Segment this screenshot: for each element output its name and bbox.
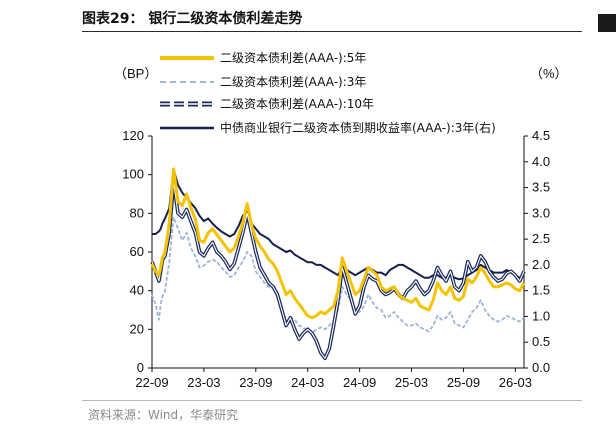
left-axis-ticks: 0 20 40 60 80 100 120: [122, 128, 152, 375]
figure-title: 图表29： 银行二级资本债利差走势: [82, 11, 303, 27]
right-tick-label: 2.5: [532, 231, 550, 246]
x-tick-label: 25-09: [447, 375, 480, 390]
x-tick-label: 24-09: [343, 375, 376, 390]
right-tick-label: 1.0: [532, 308, 550, 323]
left-tick-label: 60: [130, 244, 144, 259]
chart: 二级资本债利差(AAA-):5年 二级资本债利差(AAA-):3年 二级资本债利…: [114, 51, 568, 390]
right-tick-label: 4.0: [532, 154, 550, 169]
page-corner-mark: [598, 14, 616, 32]
legend-label-5y: 二级资本债利差(AAA-):5年: [220, 51, 366, 65]
series-10y-spread-line-inner: [151, 181, 525, 359]
series-10y-spread-line: [150, 180, 526, 361]
x-axis-ticks: 22-09 23-03 23-09 24-03 24-09 25-03 25-09 26-03: [135, 368, 532, 390]
legend-label-10y: 二级资本债利差(AAA-):10年: [220, 97, 374, 111]
left-tick-label: 120: [122, 128, 144, 143]
right-tick-label: 4.5: [532, 128, 550, 143]
legend-label-3y: 二级资本债利差(AAA-):3年: [220, 75, 366, 89]
legend: 二级资本债利差(AAA-):5年 二级资本债利差(AAA-):3年 二级资本债利…: [160, 51, 496, 135]
left-tick-label: 100: [122, 167, 144, 182]
right-unit-label: （%）: [530, 66, 568, 81]
left-tick-label: 80: [130, 205, 144, 220]
x-tick-label: 25-03: [395, 375, 428, 390]
right-tick-label: 0.0: [532, 360, 550, 375]
x-tick-label: 26-03: [499, 375, 532, 390]
x-tick-label: 23-09: [239, 375, 272, 390]
x-tick-label: 22-09: [135, 375, 168, 390]
right-tick-label: 3.5: [532, 180, 550, 195]
source-note: 资料来源：Wind，华泰研究: [88, 408, 239, 422]
right-tick-label: 1.5: [532, 283, 550, 298]
series-5y-spread-line: [150, 167, 526, 320]
x-tick-label: 23-03: [187, 375, 220, 390]
series-layer: [150, 167, 526, 361]
left-unit-label: （BP）: [114, 66, 157, 81]
right-tick-label: 2.0: [532, 257, 550, 272]
title-divider: [82, 31, 582, 32]
left-tick-label: 0: [137, 360, 144, 375]
source-divider: [82, 400, 582, 401]
x-tick-label: 24-03: [291, 375, 324, 390]
left-tick-label: 20: [130, 321, 144, 336]
left-tick-label: 40: [130, 283, 144, 298]
legend-label-yield: 中债商业银行二级资本债到期收益率(AAA-):3年(右): [220, 120, 496, 135]
right-tick-label: 0.5: [532, 334, 550, 349]
right-tick-label: 3.0: [532, 205, 550, 220]
right-axis-ticks: 0.0 0.5 1.0 1.5 2.0 2.5 3.0 3.5 4.0 4.5: [524, 128, 550, 375]
series-3y-yield-line: [152, 168, 525, 281]
